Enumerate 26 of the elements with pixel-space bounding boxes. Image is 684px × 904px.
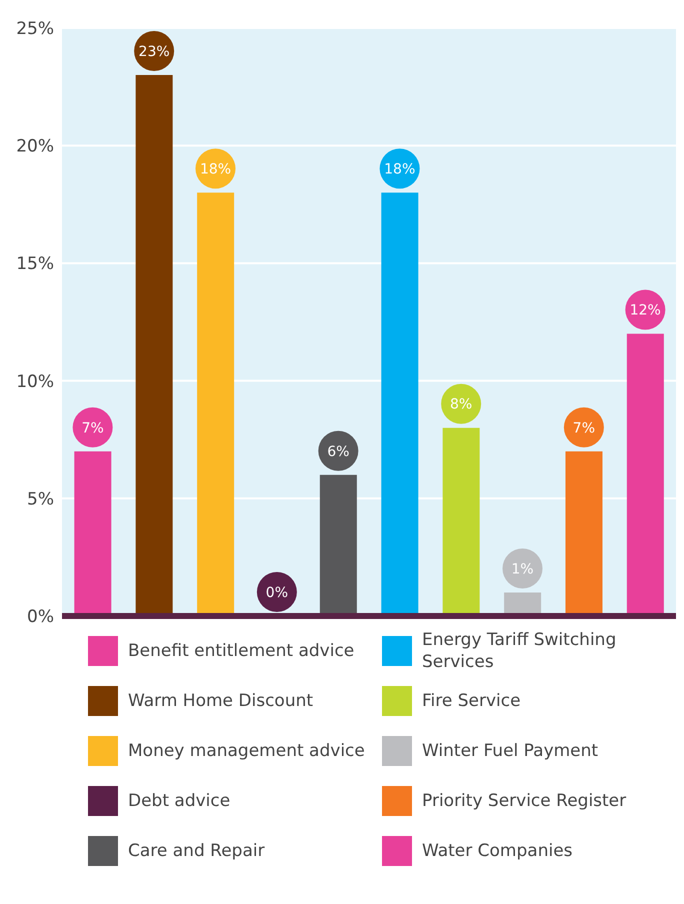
y-tick-label: 20% [16,136,54,157]
legend-label: Warm Home Discount [128,690,314,712]
data-label: 18% [200,162,232,178]
legend-label: Fire Service [422,690,522,712]
legend-label: Energy Tariff Switching Services [422,629,618,673]
legend-label: Money management advice [128,740,366,762]
y-tick-label: 0% [27,607,54,628]
legend-label: Water Companies [422,840,574,862]
data-label: 7% [82,420,104,436]
data-label: 0% [266,584,288,601]
data-label: 12% [630,302,661,319]
legend-label: Care and Repair [128,840,266,862]
y-tick-label: 15% [16,254,54,274]
y-tick-label: 25% [16,19,54,40]
legend-label: Benefit entitlement advice [128,640,356,662]
legend-label: Priority Service Register [422,790,628,812]
y-tick-label: 10% [16,372,54,392]
data-label: 23% [138,44,170,60]
data-label: 7% [572,420,596,436]
data-label: 1% [511,561,534,578]
data-label: 18% [384,162,416,178]
y-tick-label: 5% [27,489,54,510]
legend-label: Winter Fuel Payment [422,740,600,762]
data-label: 8% [450,396,472,413]
data-label: 6% [327,444,350,460]
legend-label: Debt advice [128,790,232,812]
